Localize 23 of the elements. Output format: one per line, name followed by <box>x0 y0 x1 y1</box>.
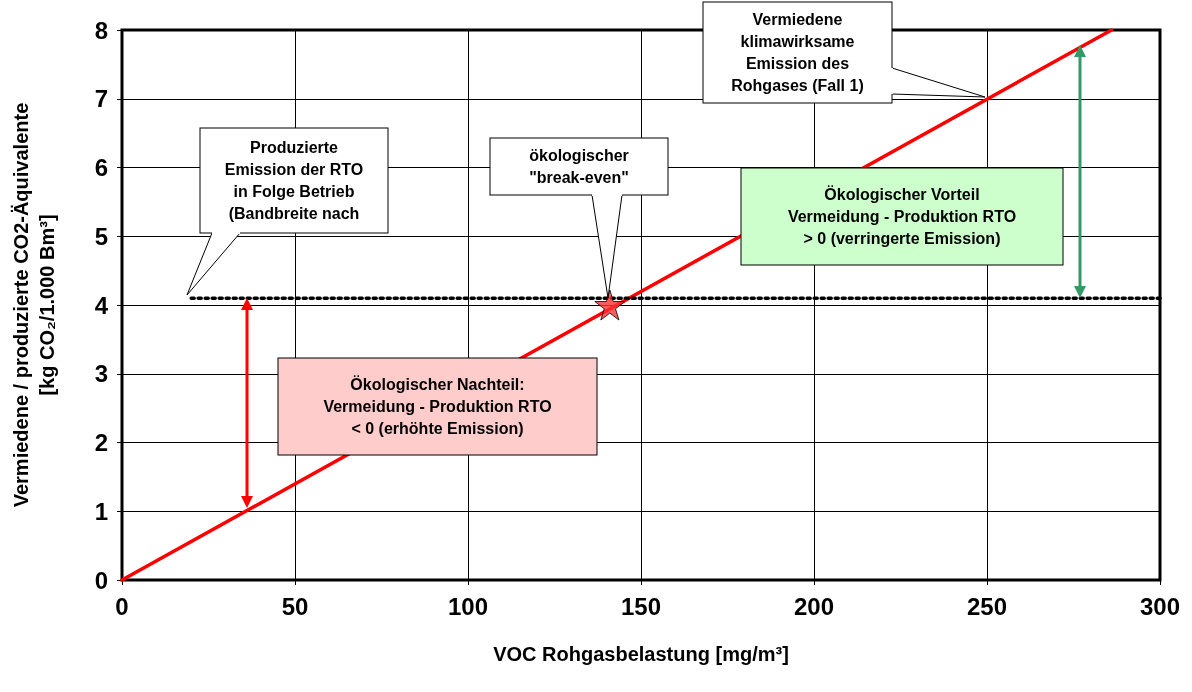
x-axis-title: VOC Rohgasbelastung [mg/m³] <box>493 643 789 665</box>
y-tick-label: 7 <box>94 85 108 113</box>
x-tick-label: 150 <box>620 592 662 620</box>
x-tick-label: 250 <box>966 592 1008 620</box>
y-tick-label: 2 <box>94 429 108 456</box>
y-tick-label: 5 <box>94 222 108 250</box>
y-tick-label: 3 <box>94 360 108 388</box>
y-tick-label: 6 <box>94 154 108 181</box>
x-tick-label: 300 <box>1139 592 1181 620</box>
x-tick-label: 0 <box>115 592 129 620</box>
x-tick-label: 100 <box>447 592 489 620</box>
annotation: Ökologischer Vorteil Vermeidung - Produktion RTO > 0 (verringerte Emission) <box>787 184 1017 249</box>
annotation: Vermiedene klimawirksame Emission des Rohgases (Fall 1) <box>731 9 864 96</box>
y-axis-title: Vermiedene / produzierte CO2-Äquivalente [kg CO₂/1.000 Bm³] <box>10 102 58 508</box>
y-tick-label: 1 <box>94 497 108 525</box>
y-tick-label: 0 <box>94 566 108 594</box>
x-tick-label: 50 <box>281 592 309 620</box>
y-tick-label: 4 <box>94 291 109 319</box>
annotation: Ökologischer Nachteil: Vermeidung - Produktion RTO < 0 (erhöhte Emission) <box>323 374 552 439</box>
annotation: Produzierte Emission der RTO in Folge Betrieb (Bandbreite nach <box>224 137 364 224</box>
annotation: ökologischer "break-even" <box>529 145 629 188</box>
y-tick-label: 8 <box>94 16 108 44</box>
x-tick-label: 200 <box>793 592 835 620</box>
